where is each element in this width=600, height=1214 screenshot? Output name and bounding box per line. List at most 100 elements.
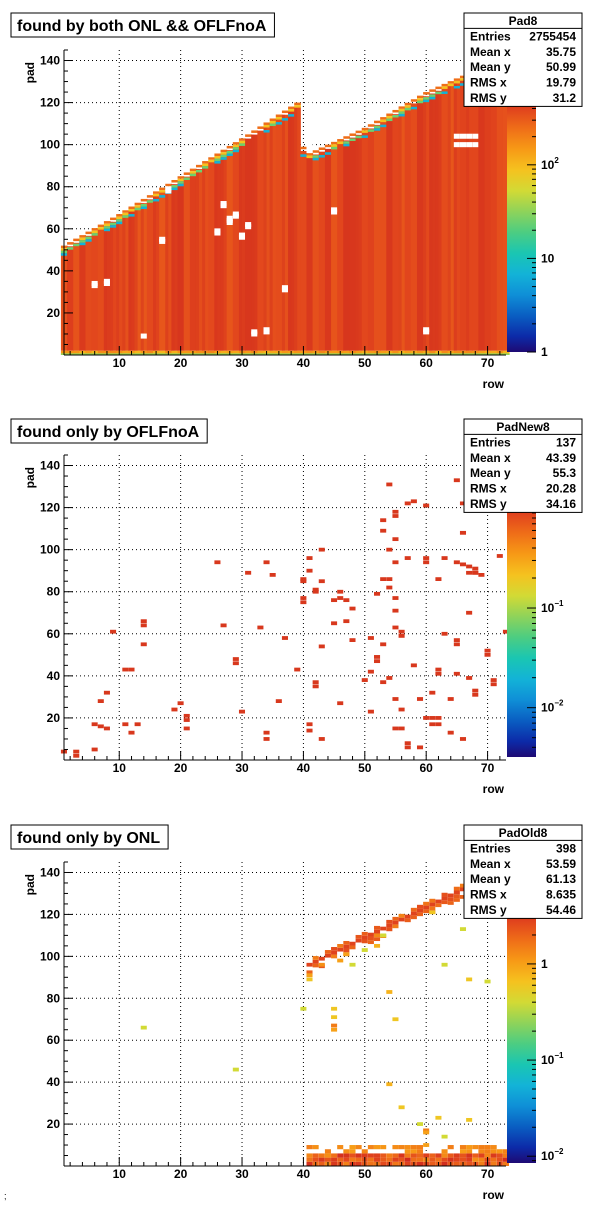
heatmap-cell xyxy=(361,130,369,133)
heatmap-cell xyxy=(392,114,400,351)
heatmap-cell xyxy=(245,353,252,355)
heatmap-cell xyxy=(110,225,117,228)
heatmap-cell xyxy=(91,232,99,351)
heatmap-cell xyxy=(324,1157,331,1162)
heatmap-cell xyxy=(343,598,350,603)
heatmap-cell xyxy=(472,74,479,351)
heatmap-cell xyxy=(423,909,430,914)
heatmap-cell xyxy=(146,350,154,355)
heatmap-cell xyxy=(79,240,87,243)
heatmap-cell xyxy=(79,235,87,238)
heatmap-cell xyxy=(146,195,154,198)
heatmap-cell xyxy=(343,136,350,139)
y-tick-label: 60 xyxy=(47,627,61,641)
heatmap-cell xyxy=(294,667,301,672)
heatmap-cell xyxy=(380,1161,387,1166)
heatmap-cell xyxy=(355,350,363,355)
heatmap-cell xyxy=(263,560,270,565)
heatmap-cell xyxy=(478,573,485,577)
heatmap-cell xyxy=(331,350,338,355)
heatmap-cell xyxy=(459,895,467,899)
heatmap-cell xyxy=(220,353,228,355)
heatmap-cell xyxy=(459,530,467,535)
heatmap-cell xyxy=(416,1153,424,1158)
heatmap-cell xyxy=(140,1025,147,1030)
heatmap-cell xyxy=(97,227,105,230)
heatmap-cell xyxy=(453,886,460,891)
heatmap-cell xyxy=(324,1153,331,1158)
heatmap-cell xyxy=(312,1157,319,1162)
heatmap-cell xyxy=(183,177,191,180)
histogram-panel-2: 10 20 30 40 50 60 70 20 40 60 80 100 120 140 row pad fou… xyxy=(10,418,583,796)
y-axis-label: pad xyxy=(23,467,37,488)
y-axis-label: pad xyxy=(23,62,37,83)
heatmap-cell xyxy=(202,165,206,351)
x-tick-label: 10 xyxy=(113,761,127,775)
heatmap-cell xyxy=(392,537,399,542)
heatmap-cell xyxy=(208,161,215,351)
heatmap-cell xyxy=(232,146,240,351)
heatmap-cell xyxy=(453,898,460,902)
heatmap-cell xyxy=(195,169,203,173)
heatmap-cell xyxy=(300,600,307,605)
x-tick-label: 50 xyxy=(358,356,372,370)
heatmap-cell xyxy=(312,150,320,153)
heatmap-cell xyxy=(374,1153,381,1158)
x-tick-label: 40 xyxy=(297,761,311,775)
heatmap-cell xyxy=(355,134,359,351)
heatmap-cell xyxy=(416,745,424,750)
heatmap-cell xyxy=(189,173,197,177)
heatmap-cell xyxy=(263,737,270,741)
stats-row-value: 8.635 xyxy=(546,888,576,902)
heatmap-cell xyxy=(128,209,136,212)
x-tick-label: 40 xyxy=(297,1167,311,1181)
heatmap-hole xyxy=(453,133,460,139)
heatmap-cell xyxy=(374,591,381,596)
heatmap-cell xyxy=(466,1157,473,1162)
heatmap-cell xyxy=(398,108,406,112)
heatmap-cell xyxy=(472,570,479,575)
heatmap-cell xyxy=(398,110,406,351)
heatmap-cell xyxy=(232,144,240,148)
x-axis-label: row xyxy=(483,377,505,391)
heatmap-cell xyxy=(312,154,320,351)
heatmap-cell xyxy=(214,158,222,162)
heatmap-cell xyxy=(441,1153,448,1158)
x-tick-label: 70 xyxy=(481,1167,495,1181)
heatmap-cell xyxy=(214,157,222,351)
heatmap-cell xyxy=(374,655,381,659)
heatmap-cell xyxy=(404,102,412,106)
heatmap-cell xyxy=(429,89,436,92)
heatmap-cell xyxy=(306,350,314,355)
heatmap-cell xyxy=(116,219,123,222)
heatmap-cell xyxy=(79,237,87,241)
heatmap-cell xyxy=(416,912,424,917)
heatmap-cell xyxy=(269,123,277,127)
heatmap-cell xyxy=(490,1157,497,1162)
heatmap-cell xyxy=(453,350,461,355)
heatmap-cell xyxy=(306,728,313,733)
heatmap-cell xyxy=(208,159,215,163)
heatmap-cell xyxy=(281,114,289,351)
heatmap-cell xyxy=(275,699,282,703)
heatmap-cell xyxy=(103,221,111,224)
heatmap-cell xyxy=(331,598,338,603)
heatmap-cell xyxy=(392,924,399,929)
heatmap-cell xyxy=(410,907,417,912)
heatmap-hole xyxy=(232,211,239,217)
heatmap-cell xyxy=(416,350,424,355)
heatmap-cell xyxy=(441,900,448,905)
heatmap-cell xyxy=(466,1149,473,1154)
heatmap-cell xyxy=(331,141,338,145)
heatmap-cell xyxy=(410,1153,417,1158)
heatmap-cell xyxy=(97,350,105,355)
heatmap-cell xyxy=(466,350,473,355)
heatmap-cell xyxy=(195,169,200,351)
heatmap-cell xyxy=(91,747,98,752)
heatmap-cell xyxy=(318,353,326,355)
heatmap-cell xyxy=(177,176,185,179)
heatmap-cell xyxy=(502,64,510,351)
heatmap-cell xyxy=(459,562,467,567)
heatmap-hole xyxy=(263,329,270,335)
